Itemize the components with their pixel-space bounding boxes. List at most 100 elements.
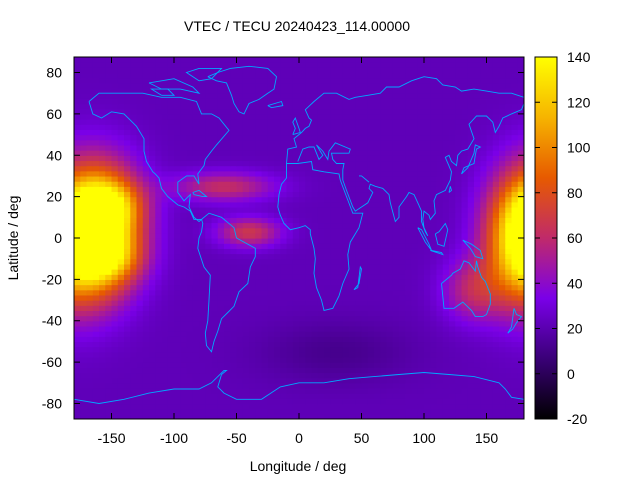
heatmap-cell [492, 175, 500, 182]
heatmap-cell [111, 294, 119, 301]
heatmap-cell [286, 377, 294, 384]
heatmap-cell [224, 320, 231, 327]
heatmap-cell [449, 144, 456, 151]
heatmap-cell [305, 212, 313, 218]
heatmap-cell [292, 212, 300, 218]
heatmap-cell [242, 217, 250, 224]
heatmap-cell [499, 72, 506, 79]
heatmap-cell [255, 403, 263, 410]
heatmap-cell [436, 98, 444, 105]
heatmap-cell [361, 289, 369, 296]
heatmap-cell [249, 336, 256, 343]
heatmap-cell [274, 393, 281, 399]
heatmap-cell [330, 67, 338, 74]
heatmap-cell [355, 331, 363, 337]
heatmap-cell [149, 315, 156, 322]
heatmap-cell [330, 119, 338, 125]
heatmap-cell [105, 305, 113, 311]
heatmap-cell [180, 341, 188, 348]
heatmap-cell [92, 362, 100, 368]
heatmap-cell [355, 408, 363, 415]
heatmap-cell [224, 356, 231, 363]
heatmap-cell [330, 98, 338, 105]
heatmap-cell [117, 413, 125, 419]
heatmap-cell [205, 201, 213, 208]
heatmap-cell [442, 243, 450, 249]
heatmap-cell [511, 238, 519, 244]
heatmap-cell [167, 413, 175, 419]
heatmap-cell [274, 408, 281, 415]
heatmap-cell [405, 300, 413, 306]
heatmap-cell [236, 191, 244, 198]
heatmap-cell [386, 356, 394, 363]
heatmap-cell [92, 129, 100, 136]
heatmap-cell [267, 212, 275, 218]
heatmap-cell [499, 222, 506, 229]
heatmap-cell [249, 181, 256, 187]
heatmap-cell [292, 62, 300, 68]
heatmap-cell [342, 398, 350, 405]
heatmap-cell [99, 258, 106, 265]
heatmap-cell [311, 372, 319, 379]
heatmap-cell [92, 144, 100, 151]
heatmap-cell [330, 82, 338, 89]
heatmap-cell [86, 408, 94, 415]
heatmap-cell [449, 98, 456, 105]
heatmap-cell [380, 201, 388, 208]
heatmap-cell [180, 150, 188, 156]
heatmap-cell [474, 367, 481, 374]
heatmap-cell [205, 222, 213, 229]
heatmap-cell [242, 289, 250, 296]
heatmap-cell [480, 201, 488, 208]
heatmap-cell [124, 181, 131, 187]
heatmap-cell [342, 253, 350, 260]
heatmap-cell [192, 274, 200, 280]
heatmap-cell [286, 269, 294, 275]
heatmap-cell [117, 253, 125, 260]
heatmap-cell [317, 325, 325, 332]
heatmap-cell [255, 186, 263, 193]
heatmap-cell [261, 377, 269, 384]
heatmap-cell [517, 398, 524, 405]
heatmap-cell [411, 274, 419, 280]
heatmap-cell [349, 222, 356, 229]
heatmap-cell [399, 263, 406, 270]
heatmap-cell [267, 294, 275, 301]
heatmap-cell [474, 341, 481, 348]
heatmap-cell [505, 387, 513, 394]
heatmap-cell [99, 103, 106, 110]
heatmap-cell [92, 196, 100, 203]
heatmap-cell [449, 155, 456, 162]
heatmap-cell [367, 217, 375, 224]
heatmap-cell [374, 320, 381, 327]
heatmap-cell [442, 248, 450, 255]
heatmap-cell [342, 367, 350, 374]
heatmap-cell [336, 393, 344, 399]
heatmap-cell [149, 398, 156, 405]
heatmap-cell [467, 93, 475, 99]
heatmap-cell [480, 232, 488, 239]
heatmap-cell [149, 62, 156, 68]
heatmap-cell [505, 398, 513, 405]
heatmap-cell [424, 377, 431, 384]
heatmap-cell [342, 243, 350, 249]
heatmap-cell [511, 382, 519, 389]
heatmap-cell [167, 367, 175, 374]
heatmap-cell [230, 274, 238, 280]
heatmap-cell [330, 305, 338, 311]
heatmap-cell [342, 305, 350, 311]
heatmap-cell [380, 279, 388, 286]
heatmap-cell [505, 243, 513, 249]
heatmap-cell [230, 160, 238, 167]
heatmap-cell [224, 398, 231, 405]
heatmap-cell [224, 325, 231, 332]
heatmap-cell [374, 201, 381, 208]
heatmap-cell [280, 88, 288, 94]
heatmap-cell [474, 320, 481, 327]
heatmap-cell [455, 403, 463, 410]
heatmap-cell [161, 186, 169, 193]
heatmap-cell [286, 387, 294, 394]
heatmap-cell [367, 144, 375, 151]
heatmap-cell [424, 269, 431, 275]
heatmap-cell [349, 201, 356, 208]
